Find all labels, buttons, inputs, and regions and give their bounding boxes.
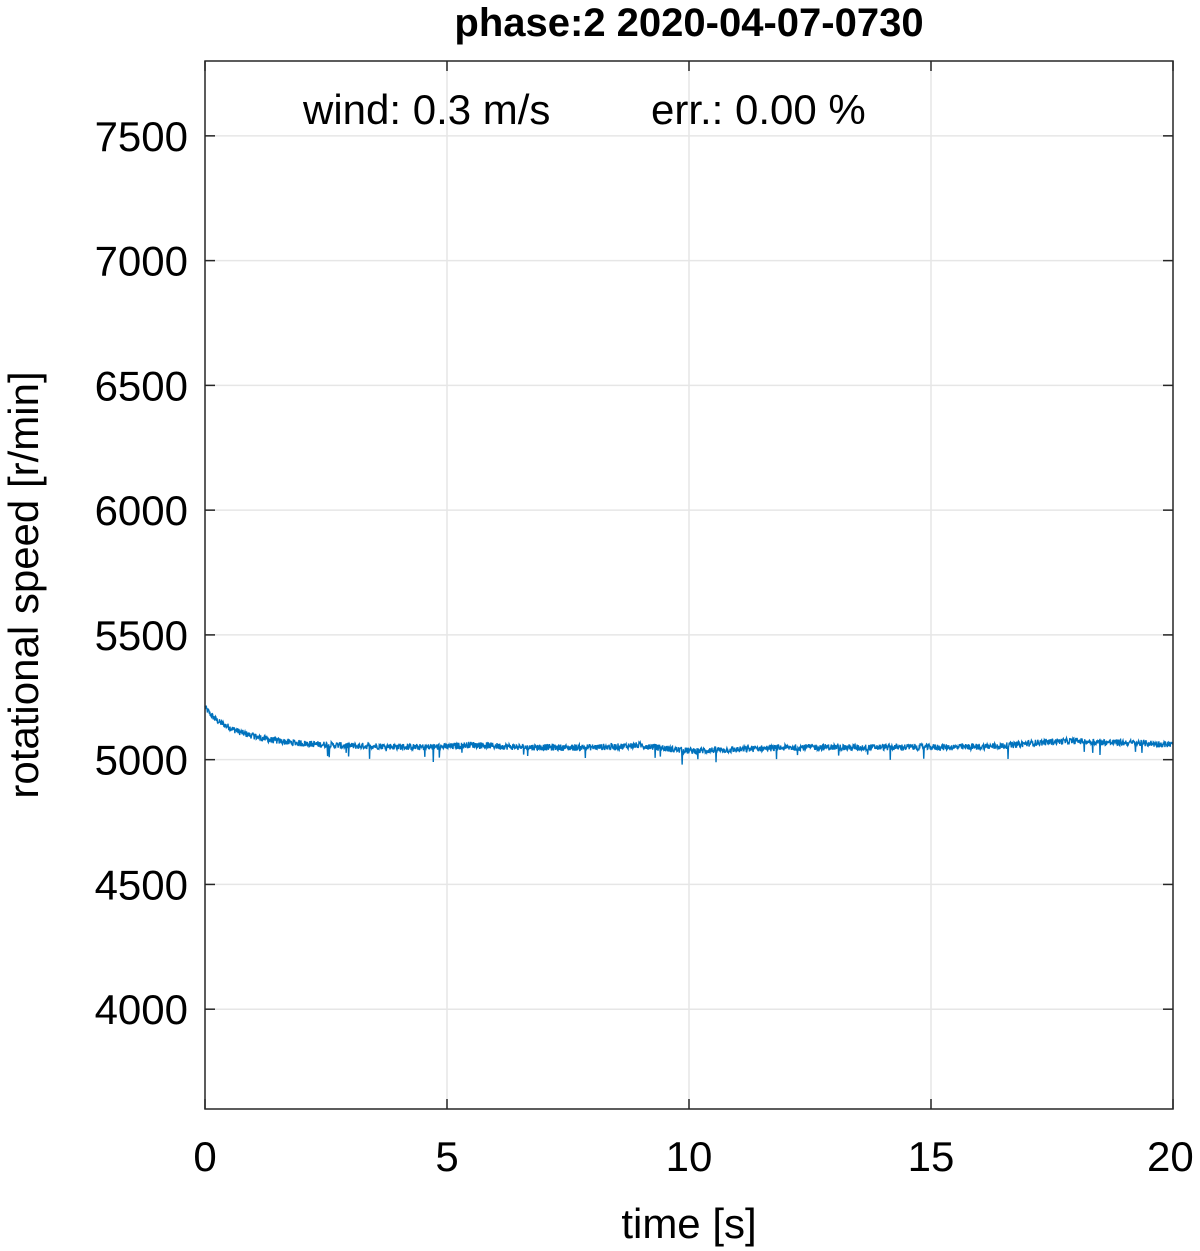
x-tick-label: 5 xyxy=(435,1133,458,1180)
y-tick-label: 6000 xyxy=(95,487,188,534)
x-tick-label: 10 xyxy=(666,1133,713,1180)
annotation-wind: wind: 0.3 m/s xyxy=(302,86,550,133)
x-tick-label: 0 xyxy=(193,1133,216,1180)
x-axis-label: time [s] xyxy=(621,1200,756,1247)
x-tick-label: 15 xyxy=(908,1133,955,1180)
y-tick-label: 4000 xyxy=(95,986,188,1033)
x-tick-label: 20 xyxy=(1147,1133,1194,1180)
series-line xyxy=(204,705,1174,765)
y-tick-label: 4500 xyxy=(95,861,188,908)
axis-ticks: 0 5 10 15 20 4000 4500 5000 5500 6000 6500 7000 7500 xyxy=(95,61,1194,1180)
y-tick-label: 7000 xyxy=(95,238,188,285)
annotation-error: err.: 0.00 % xyxy=(651,86,866,133)
y-tick-label: 6500 xyxy=(95,362,188,409)
y-axis-label: rotational speed [r/min] xyxy=(0,371,47,798)
y-tick-label: 5000 xyxy=(95,737,188,784)
y-tick-label: 5500 xyxy=(95,612,188,659)
y-tick-label: 7500 xyxy=(95,113,188,160)
chart-title: phase:2 2020-04-07-0730 xyxy=(454,1,923,45)
series-layer xyxy=(204,705,1174,765)
grid xyxy=(205,61,1173,1109)
